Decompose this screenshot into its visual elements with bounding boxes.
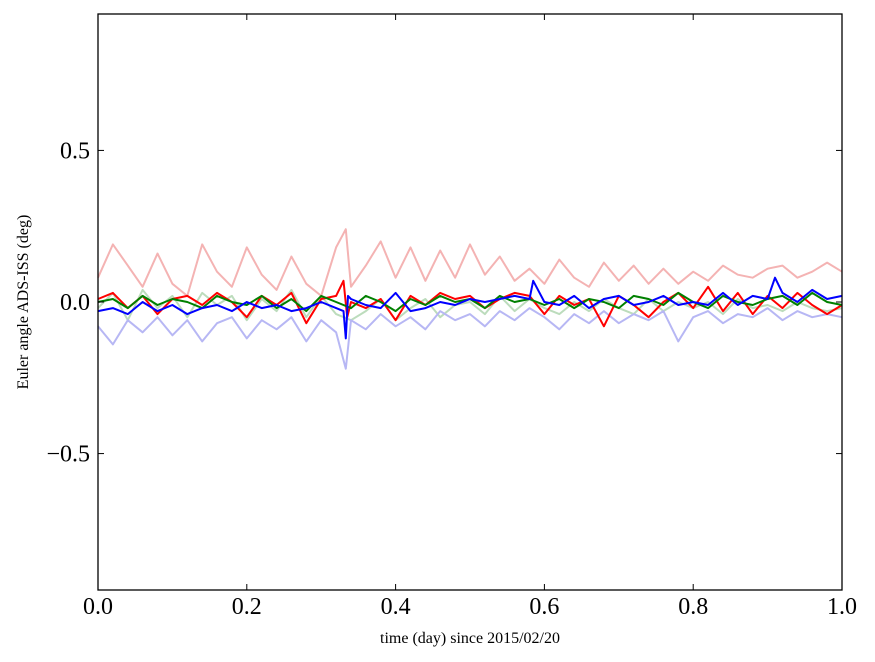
series-line-3 [97, 307, 843, 370]
x-tick-label: 0.4 [381, 594, 411, 620]
series-line-2 [97, 288, 843, 322]
y-tick-label: 0.0 [60, 290, 90, 316]
series-line-6 [97, 276, 843, 340]
ticks-layer: 0.0 0.2 0.4 0.6 0.8 1.0 −0.5 0.0 0.5 [46, 14, 857, 620]
y-tick-label: 0.5 [60, 138, 90, 164]
series-line-1 [97, 228, 843, 297]
x-tick-label: 0.2 [232, 594, 262, 620]
x-tick-label: 0.0 [83, 594, 113, 620]
x-tick-label: 0.6 [529, 594, 559, 620]
x-tick-label: 0.8 [678, 594, 708, 620]
y-tick-label: −0.5 [46, 442, 90, 468]
series-layer [97, 228, 843, 370]
x-axis-label: time (day) since 2015/02/20 [380, 630, 560, 647]
y-axis-label: Euler angle ADS-ISS (deg) [15, 215, 32, 390]
x-tick-label: 1.0 [827, 594, 857, 620]
